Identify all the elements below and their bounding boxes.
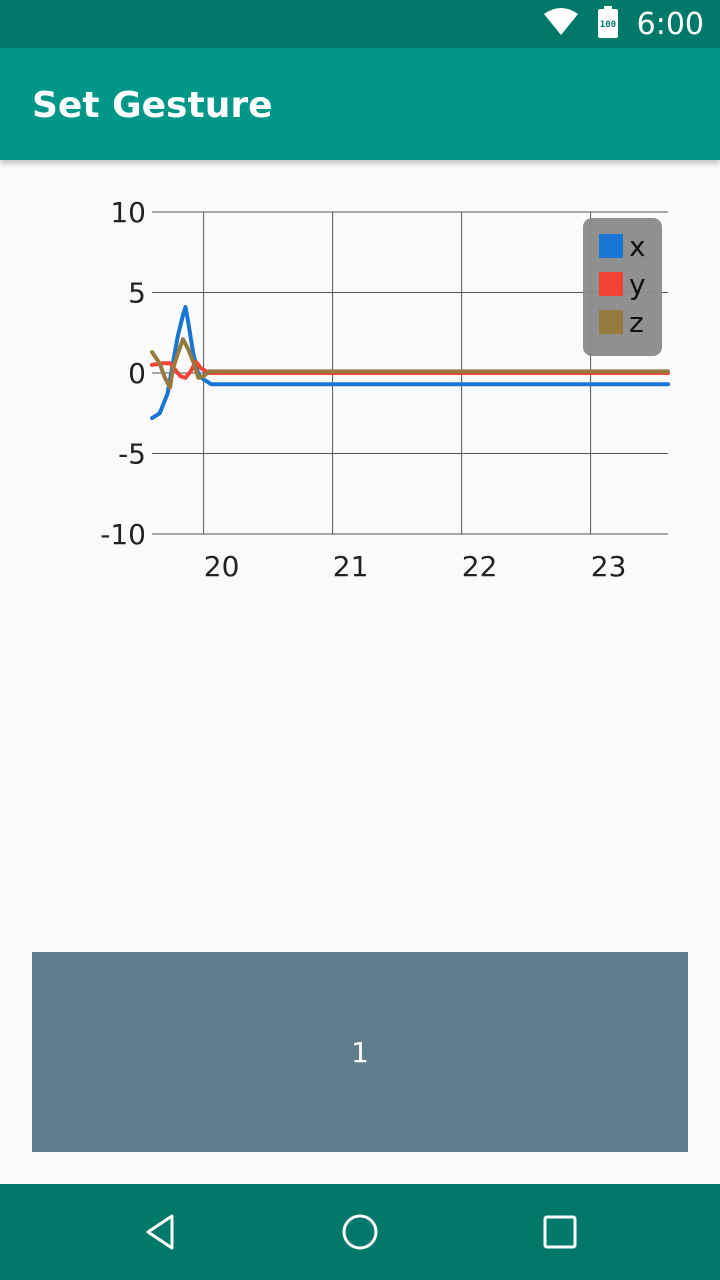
x-tick-label: 23 <box>591 550 627 583</box>
status-time: 6:00 <box>636 6 704 42</box>
legend-swatch-z <box>599 310 623 334</box>
y-tick-label: 5 <box>128 277 146 310</box>
recents-icon <box>543 1215 577 1249</box>
sensor-chart: 10 5 0 -5 -10 20 21 22 23 x y z <box>0 180 720 600</box>
wifi-icon <box>543 7 579 42</box>
home-icon <box>342 1214 378 1250</box>
back-button[interactable] <box>136 1208 184 1256</box>
battery-level: 100 <box>599 20 615 30</box>
app-bar: Set Gesture <box>0 48 720 160</box>
legend-swatch-x <box>599 234 623 258</box>
y-tick-label: -5 <box>118 438 146 471</box>
status-bar: 100 6:00 <box>0 0 720 48</box>
battery-icon: 100 <box>597 5 619 43</box>
home-button[interactable] <box>336 1208 384 1256</box>
y-tick-label: -10 <box>100 518 146 551</box>
legend-label-y: y <box>629 268 646 301</box>
gesture-button[interactable]: 1 <box>32 952 688 1152</box>
gesture-button-label: 1 <box>351 1035 369 1069</box>
x-tick-label: 21 <box>333 550 369 583</box>
line-chart: 10 5 0 -5 -10 20 21 22 23 xyz <box>100 196 670 583</box>
legend-swatch-y <box>599 272 623 296</box>
series-line-x <box>150 305 670 421</box>
page-title: Set Gesture <box>32 85 273 126</box>
legend-label-x: x <box>629 230 646 263</box>
y-tick-label: 0 <box>128 357 146 390</box>
legend-label-z: z <box>629 306 644 339</box>
series-line-y <box>150 359 670 380</box>
status-icons: 100 6:00 <box>543 0 704 48</box>
back-icon <box>146 1214 174 1250</box>
x-tick-label: 22 <box>462 550 498 583</box>
series-line-z <box>150 337 670 390</box>
y-tick-label: 10 <box>110 196 146 229</box>
recents-button[interactable] <box>536 1208 584 1256</box>
navigation-bar <box>0 1184 720 1280</box>
x-tick-label: 20 <box>204 550 240 583</box>
